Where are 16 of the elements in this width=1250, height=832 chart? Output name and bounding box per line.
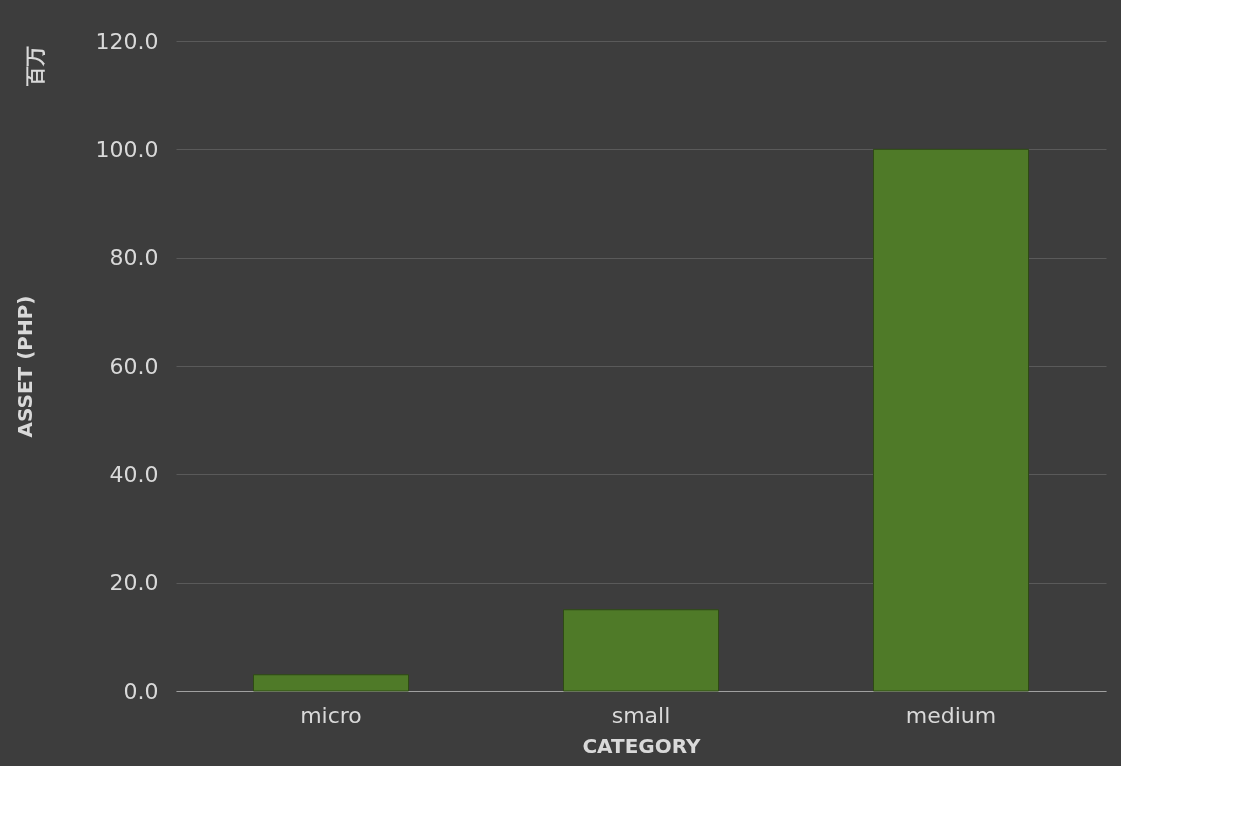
bar (253, 674, 409, 692)
y-tick-label: 100.0 (95, 136, 159, 162)
y-tick-label: 40.0 (109, 461, 159, 487)
y-tick-label: 80.0 (109, 245, 159, 271)
y-axis-title: ASSET (PHP) (12, 295, 37, 438)
y-tick-label: 0.0 (123, 678, 159, 704)
y-tick-label: 60.0 (109, 353, 159, 379)
bar (873, 148, 1029, 692)
x-axis-title: CATEGORY (582, 733, 702, 758)
bar (563, 609, 719, 692)
x-tick-label: medium (905, 702, 997, 728)
y-tick-label: 120.0 (95, 28, 159, 54)
x-tick-label: small (611, 702, 671, 728)
x-tick-label: micro (300, 702, 362, 728)
text: 百万 (23, 46, 47, 87)
y-tick-label: 20.0 (109, 570, 159, 596)
